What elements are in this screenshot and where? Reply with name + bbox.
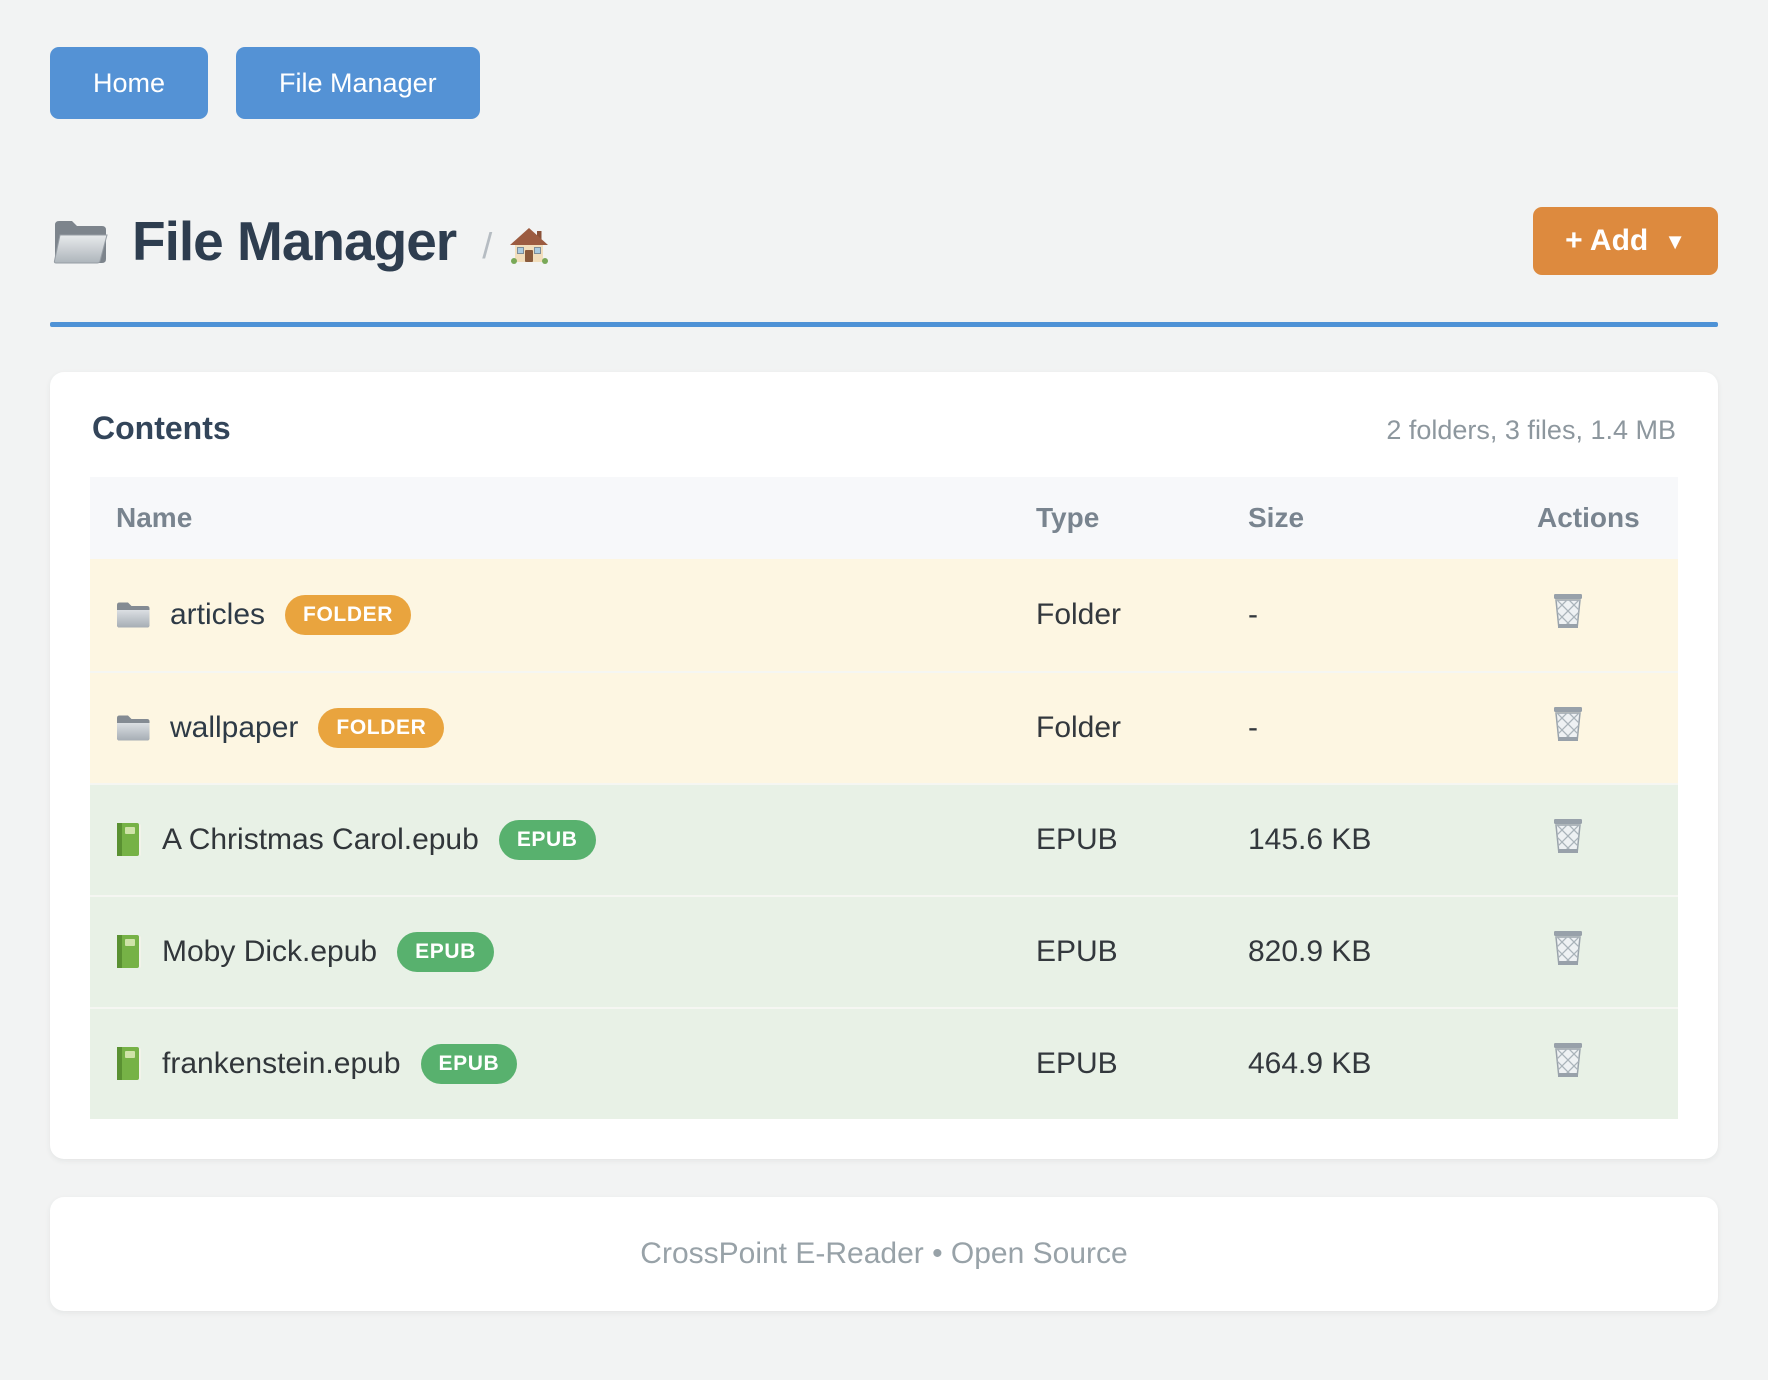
type-cell: EPUB (1036, 823, 1118, 856)
contents-card: Contents 2 folders, 3 files, 1.4 MB Name… (50, 372, 1718, 1159)
file-name-link[interactable]: frankenstein.epub (162, 1047, 401, 1080)
file-name-link[interactable]: A Christmas Carol.epub (162, 823, 479, 856)
house-icon[interactable] (508, 226, 550, 266)
type-badge: EPUB (420, 1044, 518, 1084)
file-name-link[interactable]: articles (170, 598, 266, 631)
title-divider (50, 322, 1718, 327)
size-cell: - (1248, 711, 1258, 744)
trash-icon[interactable] (1550, 704, 1586, 744)
size-cell: 145.6 KB (1248, 823, 1372, 856)
page-title: File Manager (132, 210, 457, 272)
column-header-size: Size (1248, 502, 1305, 533)
open-folder-icon (50, 215, 110, 267)
nav-button-home[interactable]: Home (50, 47, 209, 119)
size-cell: - (1248, 598, 1258, 631)
table-row[interactable]: A Christmas Carol.epub EPUB EPUB 145.6 K… (90, 783, 1678, 895)
file-table: Name Type Size Actions (90, 477, 1678, 1119)
type-badge: FOLDER (318, 708, 445, 748)
type-cell: EPUB (1036, 935, 1118, 968)
caret-down-icon: ▼ (1664, 229, 1686, 254)
table-row[interactable]: wallpaper FOLDER Folder - (90, 671, 1678, 783)
table-row[interactable]: Moby Dick.epub EPUB EPUB 820.9 KB (90, 895, 1678, 1007)
column-header-type: Type (1036, 502, 1100, 533)
file-manager-page: Home File Manager File Manager / (50, 47, 1718, 1311)
file-name-link[interactable]: wallpaper (170, 711, 299, 744)
size-cell: 464.9 KB (1248, 1047, 1372, 1080)
green-book-icon (114, 1045, 144, 1083)
type-cell: Folder (1036, 711, 1122, 744)
type-cell: Folder (1036, 598, 1122, 631)
type-badge: EPUB (498, 820, 596, 860)
trash-icon[interactable] (1550, 816, 1586, 856)
type-badge: EPUB (397, 932, 494, 972)
contents-title: Contents (92, 410, 231, 446)
add-button-label: + Add (1565, 224, 1649, 257)
contents-summary: 2 folders, 3 files, 1.4 MB (1386, 415, 1676, 445)
column-header-actions: Actions (1537, 502, 1640, 533)
trash-icon[interactable] (1550, 1040, 1586, 1080)
green-book-icon (114, 821, 144, 859)
type-cell: EPUB (1036, 1047, 1118, 1080)
breadcrumb-separator: / (482, 225, 493, 266)
green-book-icon (114, 933, 144, 971)
table-body: articles FOLDER Folder - (90, 559, 1678, 1119)
folder-icon (114, 712, 152, 744)
add-button[interactable]: + Add ▼ (1533, 207, 1718, 275)
table-header: Name Type Size Actions (90, 477, 1678, 559)
table-row[interactable]: frankenstein.epub EPUB EPUB 464.9 KB (90, 1007, 1678, 1119)
table-row[interactable]: articles FOLDER Folder - (90, 559, 1678, 671)
footer-text: CrossPoint E-Reader • Open Source (640, 1237, 1128, 1270)
folder-icon (114, 599, 152, 631)
column-header-name: Name (116, 502, 193, 533)
type-badge: FOLDER (285, 595, 411, 635)
file-name-link[interactable]: Moby Dick.epub (162, 935, 378, 968)
size-cell: 820.9 KB (1248, 935, 1372, 968)
trash-icon[interactable] (1550, 591, 1586, 631)
top-nav: Home File Manager (50, 47, 1718, 119)
trash-icon[interactable] (1550, 928, 1586, 968)
page-header: File Manager / + Add ▼ (50, 196, 1718, 286)
footer: CrossPoint E-Reader • Open Source (50, 1197, 1718, 1311)
nav-button-file-manager[interactable]: File Manager (236, 47, 480, 119)
